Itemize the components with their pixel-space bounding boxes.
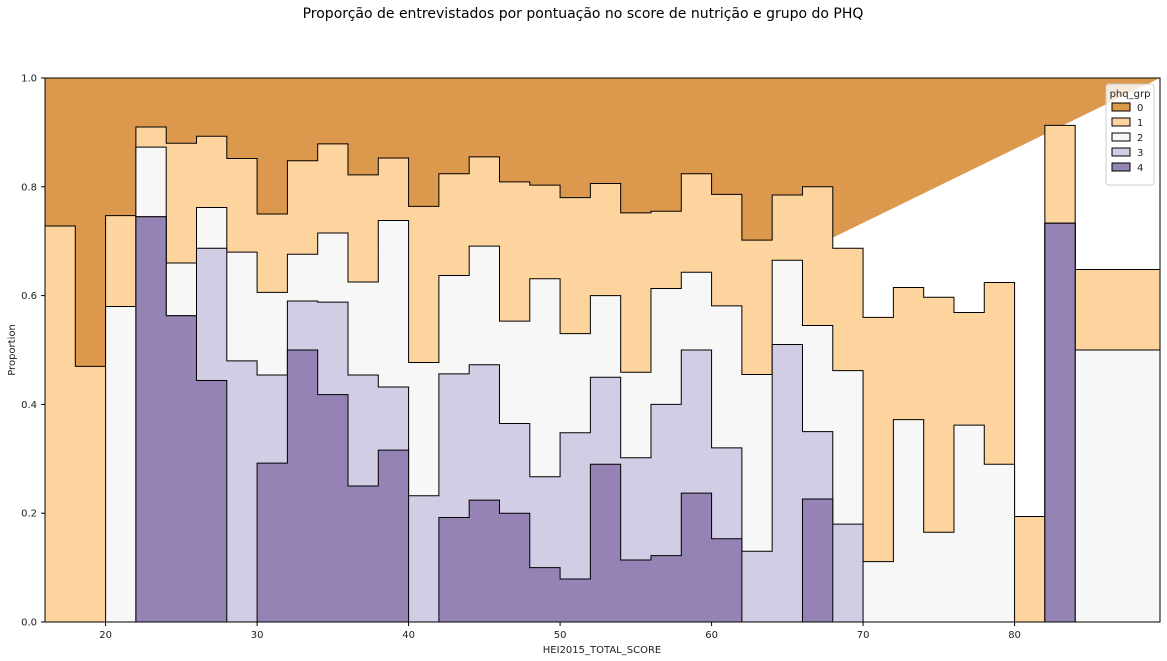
legend-label-3: 3 bbox=[1137, 148, 1143, 159]
y-tick-label: 0.6 bbox=[21, 291, 37, 302]
y-tick-label: 0.4 bbox=[21, 400, 37, 411]
y-tick-label: 1.0 bbox=[21, 74, 37, 85]
x-tick-label: 70 bbox=[857, 630, 870, 641]
plot-frame bbox=[44, 77, 1161, 623]
legend-swatch-3 bbox=[1111, 147, 1131, 157]
legend: phq_grp 0 1 2 3 4 bbox=[1105, 83, 1155, 186]
y-tick-label: 0.8 bbox=[21, 182, 37, 193]
x-axis: 20 30 40 50 60 70 80 bbox=[99, 622, 1021, 641]
x-tick-label: 30 bbox=[251, 630, 264, 641]
x-tick-label: 60 bbox=[705, 630, 718, 641]
x-tick-label: 20 bbox=[99, 630, 112, 641]
legend-label-0: 0 bbox=[1137, 103, 1143, 114]
stacked-areas bbox=[44, 77, 1161, 623]
y-tick-label: 0.2 bbox=[21, 509, 37, 520]
y-axis-label: Proportion bbox=[7, 324, 18, 376]
legend-swatch-4 bbox=[1111, 162, 1131, 172]
y-tick-label: 0.0 bbox=[21, 618, 37, 629]
legend-swatch-2 bbox=[1111, 132, 1131, 142]
y-axis: 0.0 0.2 0.4 0.6 0.8 1.0 bbox=[21, 74, 45, 629]
legend-label-4: 4 bbox=[1137, 163, 1143, 174]
x-tick-label: 80 bbox=[1008, 630, 1021, 641]
chart-title: Proporção de entrevistados por pontuação… bbox=[303, 6, 864, 22]
legend-label-2: 2 bbox=[1137, 133, 1143, 144]
x-axis-label: HEI2015_TOTAL_SCORE bbox=[543, 645, 661, 656]
x-tick-label: 40 bbox=[402, 630, 415, 641]
legend-swatch-0 bbox=[1111, 102, 1131, 112]
x-tick-label: 50 bbox=[554, 630, 567, 641]
legend-swatch-1 bbox=[1111, 117, 1131, 127]
legend-title: phq_grp bbox=[1110, 89, 1151, 100]
legend-label-1: 1 bbox=[1137, 118, 1143, 129]
